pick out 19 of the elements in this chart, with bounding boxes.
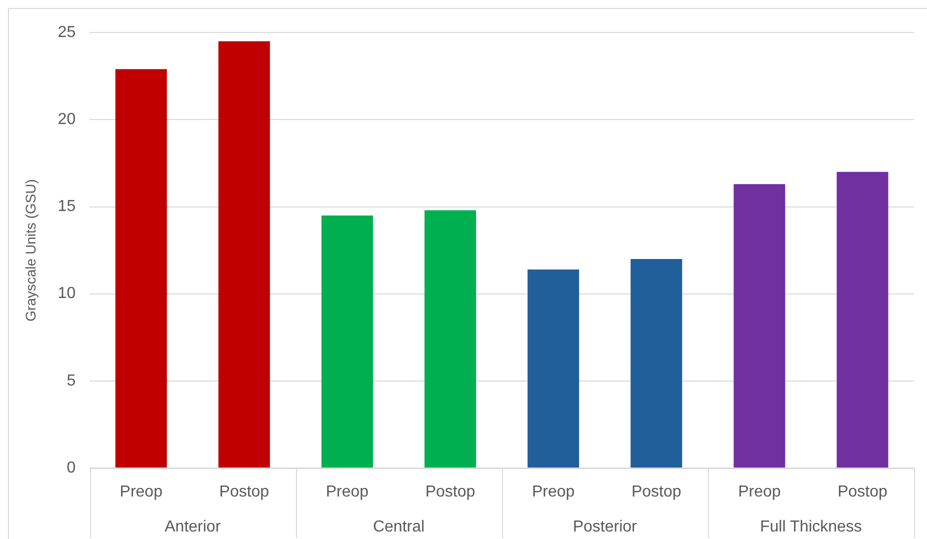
y-tick-label: 20 — [58, 111, 76, 128]
series-label: Preop — [120, 483, 163, 500]
text: Preop — [738, 483, 781, 500]
text: Preop — [532, 483, 575, 500]
y-tick-label: 25 — [58, 24, 76, 42]
text: Preop — [326, 483, 369, 500]
text: Postop — [838, 483, 888, 500]
x-tick-label: Anterior — [164, 518, 222, 536]
y-tick-label: 10 — [58, 285, 76, 302]
series-label: Postop — [219, 483, 270, 500]
text: Postop — [425, 483, 476, 500]
y-tick-label: 15 — [58, 198, 76, 216]
y-tick-label: 5 — [66, 372, 76, 390]
x-tick-label: Posterior — [572, 518, 638, 536]
x-tick-label: Central — [372, 518, 425, 536]
y-tick-label: 0 — [66, 459, 76, 476]
text: Postop — [631, 483, 682, 500]
y-axis-title: Grayscale Units (GSU) — [22, 179, 38, 322]
x-tick-label: Full Thickness — [760, 518, 862, 536]
